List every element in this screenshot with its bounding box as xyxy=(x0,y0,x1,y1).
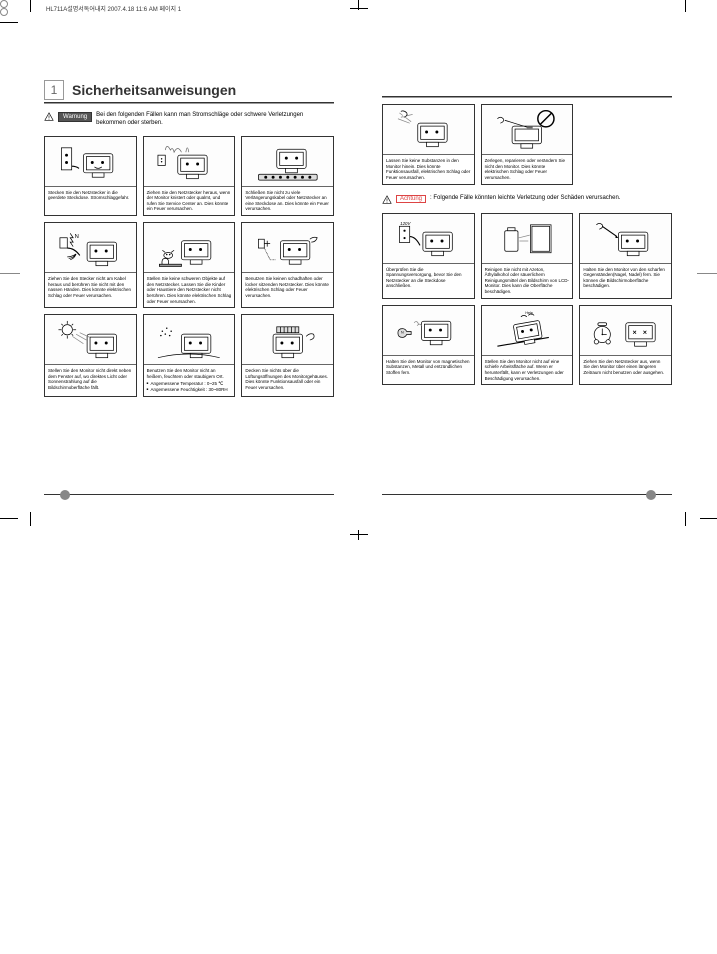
crop-mark xyxy=(697,273,717,274)
crop-mark xyxy=(685,0,686,12)
safety-card: Benutzen Sie den Monitor nicht an heißem… xyxy=(143,314,236,397)
card-illustration xyxy=(482,105,573,155)
card-illustration xyxy=(383,105,474,155)
safety-card: Help Stellen Sie den Monitor nicht auf e… xyxy=(481,305,574,386)
safety-card: 120V Überprüfen Sie die Spannungsversorg… xyxy=(382,213,475,299)
crop-mark xyxy=(0,8,8,16)
card-text: Ziehen Sie den Stecker nicht am Kabel he… xyxy=(45,273,136,302)
safety-card: Benutzen Sie keinen schadhaften oder loc… xyxy=(241,222,334,308)
card-text: Stecken Sie den Netzstecker in die geerd… xyxy=(45,187,136,213)
svg-text:N: N xyxy=(74,233,78,239)
crop-mark xyxy=(350,534,368,535)
card-illustration xyxy=(144,315,235,365)
svg-text:N: N xyxy=(401,331,404,335)
page-rule xyxy=(44,494,334,495)
card-text: Benutzen Sie keinen schadhaften oder loc… xyxy=(242,273,333,302)
svg-text:Help: Help xyxy=(526,311,534,315)
card-illustration xyxy=(45,315,136,365)
section-title: Sicherheitsanweisungen xyxy=(72,82,236,98)
card-illustration: N xyxy=(383,306,474,356)
caution-label: Achtung xyxy=(396,195,426,203)
page-number-dot xyxy=(60,490,70,500)
crop-mark xyxy=(358,530,359,540)
crop-mark xyxy=(0,0,8,8)
bullet: Angemessene Feuchtigkeit : 30~80RH xyxy=(147,387,232,393)
print-header: HL711A설명서독어내지 2007.4.18 11:6 AM 페이지 1 xyxy=(46,4,181,13)
page-spread: 1 Sicherheitsanweisungen Warnung Bei den… xyxy=(44,30,672,500)
warning-icon xyxy=(382,195,392,205)
page-left: 1 Sicherheitsanweisungen Warnung Bei den… xyxy=(44,30,334,500)
section-header: 1 Sicherheitsanweisungen xyxy=(44,80,334,100)
safety-card: Halten Sie den Monitor von den scharfen … xyxy=(579,213,672,299)
card-illustration xyxy=(242,315,333,365)
crop-mark xyxy=(700,518,717,519)
card-text: Lassen Sie keine Substanzen in den Monit… xyxy=(383,155,474,184)
card-text: Stellen Sie keine schweren Objekte auf d… xyxy=(144,273,235,307)
warning-banner: Warnung Bei den folgenden Fällen kann ma… xyxy=(44,112,334,128)
page-number-dot xyxy=(646,490,656,500)
card-text: Stellen Sie den Monitor nicht auf eine s… xyxy=(482,356,573,385)
safety-card: Stellen Sie keine schweren Objekte auf d… xyxy=(143,222,236,308)
card-text: Benutzen Sie den Monitor nicht an heißem… xyxy=(144,365,235,396)
safety-card: Lassen Sie keine Substanzen in den Monit… xyxy=(382,104,475,185)
card-illustration xyxy=(580,306,671,356)
left-grid: Stecken Sie den Netzstecker in die geerd… xyxy=(44,136,334,397)
safety-card: Ziehen Sie den Netzstecker heraus, wenn … xyxy=(143,136,236,217)
caution-banner: Achtung : Folgende Fälle könnten leichte… xyxy=(382,195,672,205)
safety-card: N Ziehen Sie den Stecker nicht am Kabel … xyxy=(44,222,137,308)
card-illustration xyxy=(580,214,671,264)
crop-mark xyxy=(0,273,20,274)
safety-card: Schließen Sie nicht zu viele Verlängerun… xyxy=(241,136,334,217)
card-illustration xyxy=(144,223,235,273)
warning-text: Bei den folgenden Fällen kann man Stroms… xyxy=(96,112,334,128)
card-text: Reinigen Sie nicht mit Azeton, Äthylalko… xyxy=(482,264,573,298)
card-illustration: Help xyxy=(482,306,573,356)
safety-card: Zerlegen, reparieren oder verändern Sie … xyxy=(481,104,574,185)
crop-mark xyxy=(685,512,686,526)
safety-card: Reinigen Sie nicht mit Azeton, Äthylalko… xyxy=(481,213,574,299)
warning-icon xyxy=(44,112,54,122)
card-text: Schließen Sie nicht zu viele Verlängerun… xyxy=(242,187,333,216)
crop-mark xyxy=(0,518,18,519)
caution-text: : Folgende Fälle könnten leichte Verletz… xyxy=(430,195,620,203)
svg-text:120V: 120V xyxy=(400,221,411,226)
title-rule xyxy=(382,96,672,98)
card-illustration: N xyxy=(45,223,136,273)
safety-card: Stellen Sie den Monitor nicht direkt neb… xyxy=(44,314,137,397)
section-number: 1 xyxy=(44,80,64,100)
card-text: Überprüfen Sie die Spannungsversorgung, … xyxy=(383,264,474,293)
card-illustration xyxy=(482,214,573,264)
safety-card: Decken Sie nichts über die Lüftungsöffnu… xyxy=(241,314,334,397)
card-illustration xyxy=(242,223,333,273)
warning-label: Warnung xyxy=(58,112,92,122)
safety-card: Stecken Sie den Netzstecker in die geerd… xyxy=(44,136,137,217)
card-illustration xyxy=(144,137,235,187)
right-top-row: Lassen Sie keine Substanzen in den Monit… xyxy=(382,104,672,185)
page-right: Lassen Sie keine Substanzen in den Monit… xyxy=(382,30,672,500)
safety-card: Ziehen Sie den Netzstecker aus, wenn Sie… xyxy=(579,305,672,386)
card-text: Zerlegen, reparieren oder verändern Sie … xyxy=(482,155,573,184)
card-illustration xyxy=(242,137,333,187)
card-illustration xyxy=(45,137,136,187)
page-rule xyxy=(382,494,672,495)
crop-mark xyxy=(30,0,31,12)
crop-mark xyxy=(0,22,18,23)
safety-card: N Halten Sie den Monitor von magnetische… xyxy=(382,305,475,386)
card-text: Ziehen Sie den Netzstecker heraus, wenn … xyxy=(144,187,235,216)
card-text: Halten Sie den Monitor von magnetischen … xyxy=(383,356,474,382)
card-text: Halten Sie den Monitor von den scharfen … xyxy=(580,264,671,293)
crop-mark xyxy=(350,8,368,9)
card-text: Decken Sie nichts über die Lüftungsöffnu… xyxy=(242,365,333,394)
card-illustration: 120V xyxy=(383,214,474,264)
card-text: Stellen Sie den Monitor nicht direkt neb… xyxy=(45,365,136,394)
card-text: Ziehen Sie den Netzstecker aus, wenn Sie… xyxy=(580,356,671,382)
title-rule xyxy=(44,102,334,104)
right-grid: 120V Überprüfen Sie die Spannungsversorg… xyxy=(382,213,672,386)
crop-mark xyxy=(30,512,31,526)
